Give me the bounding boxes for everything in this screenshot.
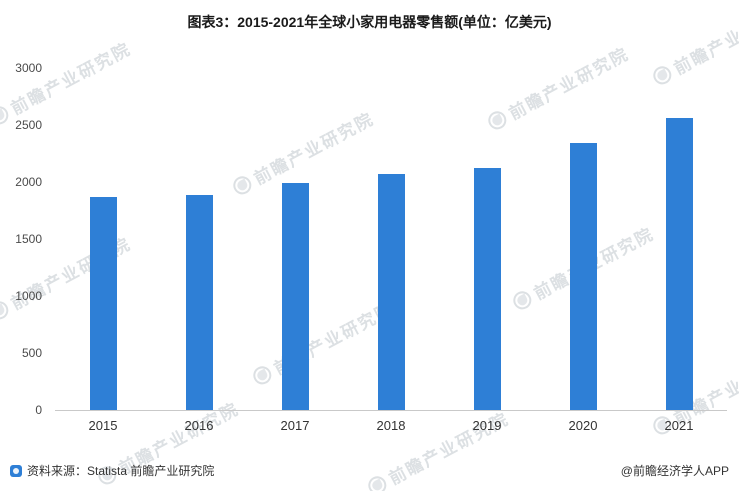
- bar-2017: [281, 183, 309, 410]
- bar-2018: [377, 174, 405, 410]
- bar-2020: [569, 143, 597, 410]
- chart-title: 图表3：2015-2021年全球小家用电器零售额(单位：亿美元): [187, 14, 552, 30]
- x-axis-labels: 2015 2016 2017 2018 2019 2020 2021: [55, 418, 727, 433]
- x-tick-2017: 2017: [280, 418, 310, 433]
- source-text: 资料来源：Statista 前瞻产业研究院: [27, 464, 215, 478]
- bar-slot-2017: [247, 68, 343, 410]
- y-tick-500: 500: [21, 346, 42, 360]
- y-tick-1000: 1000: [15, 289, 42, 303]
- x-tick-2018: 2018: [376, 418, 406, 433]
- footer: 资料来源：Statista 前瞻产业研究院 @前瞻经济学人APP: [10, 462, 729, 482]
- source-logo-icon: [10, 464, 22, 477]
- y-tick-1500: 1500: [15, 232, 42, 246]
- bar-slot-2021: [631, 68, 727, 410]
- x-tick-2019: 2019: [472, 418, 502, 433]
- bar-2016: [185, 194, 213, 410]
- bar-slot-2019: [439, 68, 535, 410]
- x-tick-2020: 2020: [568, 418, 598, 433]
- y-tick-2000: 2000: [15, 175, 42, 189]
- bar-slot-2016: [151, 68, 247, 410]
- bar-slot-2018: [343, 68, 439, 410]
- bar-2015: [89, 196, 117, 410]
- bar-2021: [665, 118, 693, 410]
- bar-slot-2020: [535, 68, 631, 410]
- y-tick-2500: 2500: [15, 118, 42, 132]
- x-tick-2021: 2021: [664, 418, 694, 433]
- x-tick-2015: 2015: [88, 418, 118, 433]
- footer-credit: @前瞻经济学人APP: [620, 464, 729, 478]
- y-tick-3000: 3000: [15, 61, 42, 75]
- y-axis: 0 500 1000 1500 2000 2500 3000: [0, 61, 48, 417]
- source-line: 资料来源：Statista 前瞻产业研究院: [10, 462, 214, 479]
- y-tick-0: 0: [35, 403, 42, 417]
- plot-area: [55, 68, 727, 411]
- bar-slot-2015: [55, 68, 151, 410]
- x-tick-2016: 2016: [184, 418, 214, 433]
- bar-2019: [473, 168, 501, 410]
